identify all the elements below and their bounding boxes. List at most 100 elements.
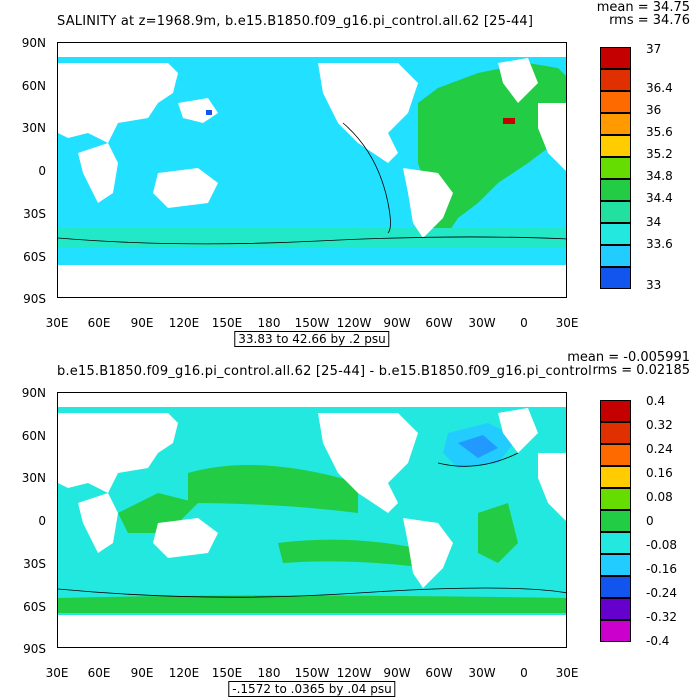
negative-anomaly-region: [458, 435, 498, 458]
lon-label: 150E: [211, 666, 243, 680]
legend-label: 0.24: [646, 442, 673, 456]
legend-label: 0.08: [646, 490, 673, 504]
lon-label: 30E: [45, 666, 69, 680]
lon-label: 150E: [211, 316, 243, 330]
contour-line: [342, 122, 391, 234]
lon-label: 180: [257, 666, 281, 680]
europe-africa-land: [538, 103, 566, 171]
legend-label: 34: [646, 215, 662, 229]
lat-label: 90N: [21, 36, 46, 50]
lat-label: 60N: [21, 79, 46, 93]
map-plot-area: [57, 42, 567, 298]
legend-label: 34.4: [646, 191, 673, 205]
legend-label: 36.4: [646, 81, 673, 95]
africa-land: [78, 143, 118, 203]
lat-label: 60S: [23, 250, 46, 264]
australia-land: [153, 168, 218, 208]
lat-label: 90S: [23, 642, 46, 656]
legend-label: 33: [646, 278, 662, 292]
lat-label: 90S: [23, 292, 46, 306]
eurasia-land: [58, 63, 178, 143]
lon-label: 0: [520, 666, 528, 680]
legend-swatch: [600, 466, 631, 488]
lon-label: 120W: [336, 666, 372, 680]
map-plot-area: [57, 392, 567, 648]
rms-value: rms = 34.76: [609, 13, 690, 28]
atlantic-high-salinity: [418, 63, 566, 233]
legend-swatch: [600, 532, 631, 554]
legend-swatch: [600, 179, 631, 201]
legend-swatch: [600, 444, 631, 466]
lat-label: 30N: [21, 471, 46, 485]
legend-swatch: [600, 554, 631, 576]
legend-swatch: [600, 576, 631, 598]
lon-label: 60W: [425, 316, 453, 330]
lat-label: 30S: [23, 207, 46, 221]
lat-label: 0: [38, 164, 46, 178]
lon-label: 120E: [168, 316, 200, 330]
mean-value: mean = -0.005991: [567, 350, 690, 365]
map-svg: [58, 401, 566, 647]
legend-label: -0.16: [646, 562, 678, 576]
salinity-difference-panel: b.e15.B1850.f09_g16.pi_control.all.62 [2…: [0, 350, 700, 700]
positive-anomaly-region: [278, 539, 438, 568]
legend-label: 35.2: [646, 147, 673, 161]
legend-swatch: [600, 157, 631, 179]
arctic-land: [58, 51, 566, 57]
africa-land: [78, 493, 118, 553]
north-america-land: [318, 63, 418, 163]
legend-label: -0.4: [646, 634, 670, 648]
legend-swatch: [600, 510, 631, 532]
positive-anomaly-region: [58, 595, 566, 613]
lat-label: 90N: [21, 386, 46, 400]
legend-swatch: [600, 69, 631, 91]
legend-swatch: [600, 47, 631, 69]
max-salinity-spot: [503, 118, 515, 124]
lat-label: 0: [38, 514, 46, 528]
legend-swatch: [600, 201, 631, 223]
rms-value: rms = 0.02185: [592, 363, 690, 378]
lon-label: 90W: [383, 316, 411, 330]
legend-swatch: [600, 620, 631, 642]
lon-label: 30E: [555, 316, 579, 330]
lon-label: 120E: [168, 666, 200, 680]
legend-label: -0.32: [646, 610, 678, 624]
lon-label: 60E: [87, 666, 111, 680]
lon-label: 60E: [87, 316, 111, 330]
salinity-map-panel: SALINITY at z=1968.9m, b.e15.B1850.f09_g…: [21, 0, 690, 347]
lon-label: 30E: [45, 316, 69, 330]
legend-swatch: [600, 245, 631, 267]
map-svg: [58, 51, 566, 297]
legend-swatch: [600, 223, 631, 245]
positive-anomaly-region: [478, 503, 518, 563]
greenland-land: [498, 408, 538, 453]
antarctica-land: [58, 615, 566, 647]
legend-label: 34.8: [646, 169, 673, 183]
contour-range-box: -.1572 to .0365 by .04 psu: [228, 681, 396, 697]
legend-swatch: [600, 135, 631, 157]
legend-swatch: [600, 400, 631, 422]
lon-label: 150W: [294, 666, 330, 680]
lon-label: 150W: [294, 316, 330, 330]
lon-label: 90E: [130, 316, 154, 330]
legend-swatch: [600, 488, 631, 510]
legend-swatch: [600, 91, 631, 113]
greenland-land: [498, 58, 538, 103]
legend-label: 0.16: [646, 466, 673, 480]
legend-label: 37: [646, 42, 662, 56]
europe-africa-land: [538, 453, 566, 521]
lat-label: 30S: [23, 557, 46, 571]
south-america-land: [403, 518, 453, 588]
legend-label: 0: [646, 514, 654, 528]
lon-label: 90W: [383, 666, 411, 680]
legend-label: 0.32: [646, 418, 673, 432]
lon-label: 0: [520, 316, 528, 330]
antarctica-land: [58, 265, 566, 297]
legend-label: 0.4: [646, 394, 666, 408]
legend-label: -0.24: [646, 586, 678, 600]
legend-label: 35.6: [646, 125, 673, 139]
positive-anomaly-region: [188, 465, 358, 513]
legend-label: 33.6: [646, 237, 673, 251]
lon-label: 90E: [130, 666, 154, 680]
legend-swatch: [600, 113, 631, 135]
